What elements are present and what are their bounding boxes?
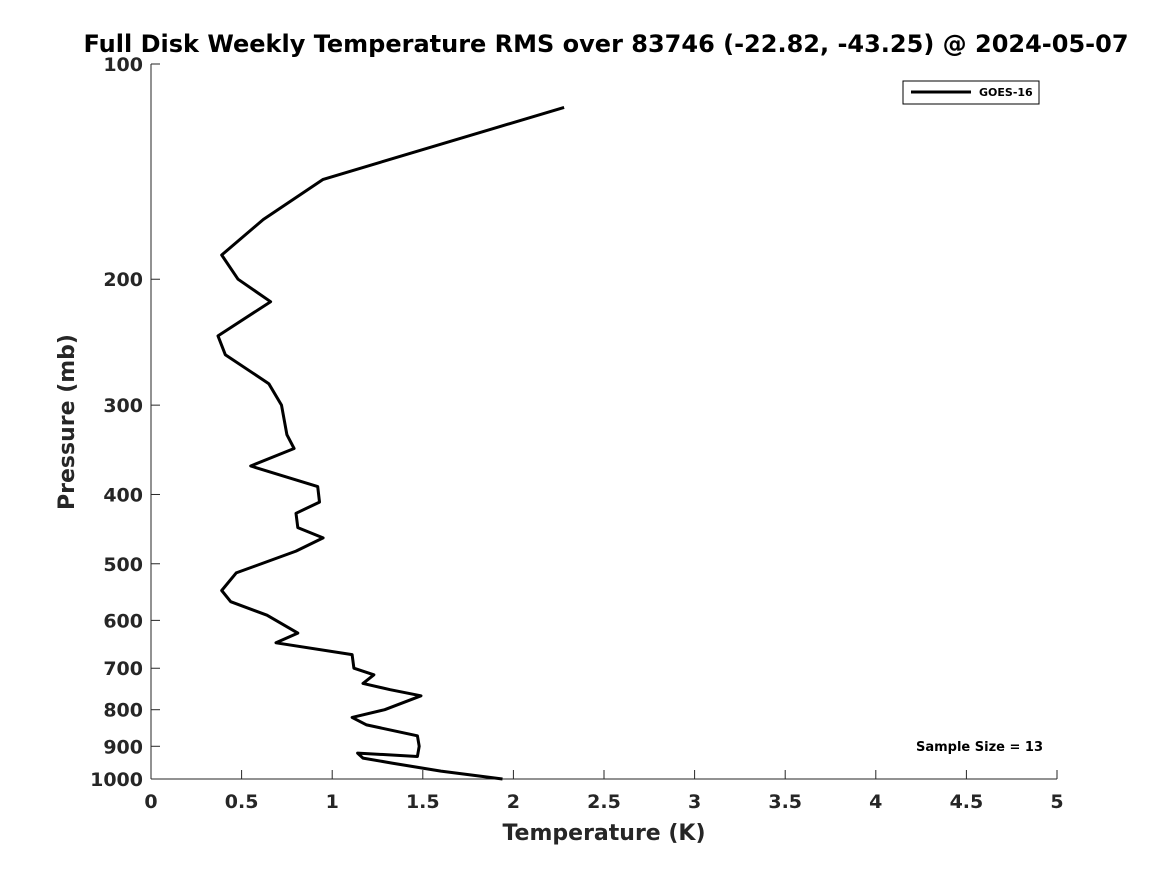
y-tick-label: 400 xyxy=(103,484,143,506)
x-tick-label: 2.5 xyxy=(587,791,621,813)
y-tick-label: 200 xyxy=(103,269,143,291)
x-tick-label: 3.5 xyxy=(768,791,802,813)
sample-size-annotation: Sample Size = 13 xyxy=(916,740,1043,755)
y-tick-label: 1000 xyxy=(90,769,143,791)
y-tick-label: 500 xyxy=(103,554,143,576)
series-line-goes-16 xyxy=(216,105,565,781)
legend: GOES-16 xyxy=(902,80,1040,105)
chart-title: Full Disk Weekly Temperature RMS over 83… xyxy=(83,30,1128,58)
x-tick-label: 0.5 xyxy=(225,791,259,813)
legend-label: GOES-16 xyxy=(979,86,1033,99)
y-tick-label: 900 xyxy=(103,736,143,758)
x-tick-label: 3 xyxy=(688,791,701,813)
y-ticks: 100 200 300 400 500 600 700 800 900 1000 xyxy=(90,54,160,791)
x-tick-label: 4.5 xyxy=(950,791,984,813)
x-tick-label: 2 xyxy=(507,791,520,813)
x-ticks: 0 0.5 1 1.5 2 2.5 3 3.5 4 4.5 5 xyxy=(144,770,1064,813)
x-axis-label: Temperature (K) xyxy=(502,821,705,846)
x-tick-label: 0 xyxy=(144,791,157,813)
y-axis-label: Pressure (mb) xyxy=(55,334,80,510)
y-tick-label: 800 xyxy=(103,700,143,722)
x-tick-label: 4 xyxy=(869,791,882,813)
y-tick-label: 600 xyxy=(103,610,143,632)
y-tick-label: 300 xyxy=(103,395,143,417)
x-tick-label: 5 xyxy=(1050,791,1063,813)
plot-area: 0 0.5 1 1.5 2 2.5 3 3.5 4 4.5 5 100 200 300 400 500 600… xyxy=(90,54,1064,813)
y-tick-label: 700 xyxy=(103,658,143,680)
x-tick-label: 1 xyxy=(326,791,339,813)
x-tick-label: 1.5 xyxy=(406,791,440,813)
y-tick-label: 100 xyxy=(103,54,143,76)
